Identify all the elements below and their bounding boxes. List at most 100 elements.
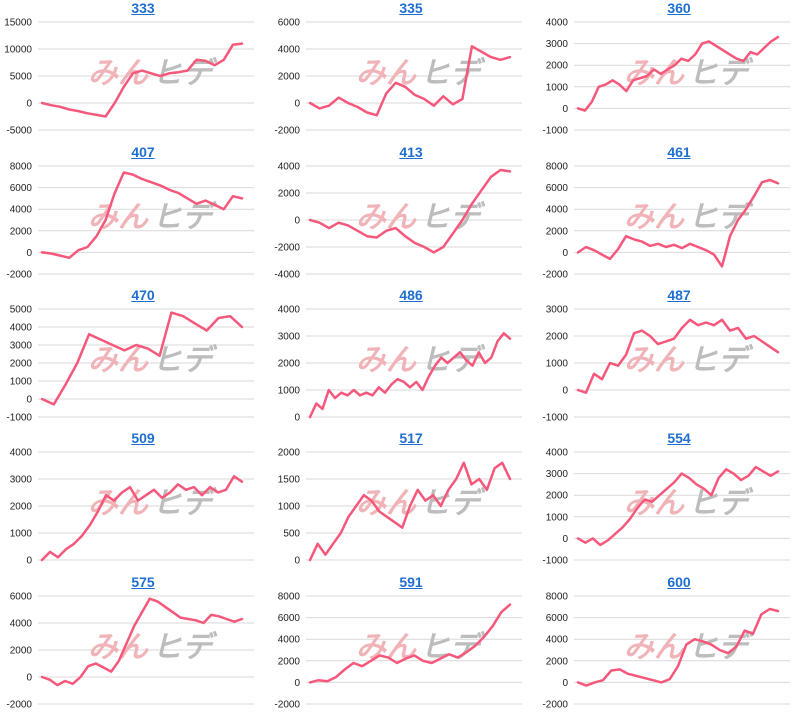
watermark-left: みん: [88, 57, 149, 90]
chart-svg: -2000 0 2000 4000 6000 みん ヒデ: [6, 592, 254, 711]
chart-title-link[interactable]: 413: [399, 144, 423, 160]
y-tick-label: -2000: [6, 700, 32, 711]
y-tick-label: 1000: [10, 377, 33, 388]
chart-panel-517: 0 500 1000 1500 2000 みん ヒデ 517: [268, 430, 530, 572]
y-tick-label: 4000: [546, 18, 569, 29]
y-tick-label: 0: [562, 534, 568, 545]
y-tick-label: 6000: [10, 183, 33, 194]
watermark-right: ヒデ: [688, 200, 754, 234]
chart-title-link[interactable]: 335: [399, 0, 423, 16]
y-tick-label: 2000: [10, 226, 33, 237]
y-tick-label: 4000: [546, 205, 569, 216]
y-tick-label: -4000: [274, 270, 300, 281]
y-tick-label: 0: [294, 556, 300, 567]
y-tick-label: 2000: [546, 491, 569, 502]
series-line: [308, 332, 512, 419]
y-tick-label: 4000: [10, 448, 33, 459]
series-line: [40, 311, 244, 406]
chart-svg: -1000 0 1000 2000 3000 みん ヒデ: [542, 305, 790, 424]
chart-title-link[interactable]: 407: [131, 144, 155, 160]
chart-panel-470: -1000 0 1000 2000 3000 4000 5000 みん ヒデ 470: [0, 287, 262, 429]
chart-svg: -1000 0 1000 2000 3000 4000 5000 みん ヒデ: [6, 305, 254, 424]
series-line: [308, 168, 512, 254]
chart-title-link[interactable]: 509: [131, 430, 155, 446]
chart-panel-461: -2000 0 2000 4000 6000 8000 みん ヒデ 461: [536, 144, 798, 286]
y-tick-label: -1000: [542, 413, 568, 424]
chart-title-link[interactable]: 360: [667, 0, 691, 16]
y-tick-label: 2000: [546, 226, 569, 237]
y-tick-label: 0: [26, 248, 32, 259]
chart-title-link[interactable]: 591: [399, 574, 423, 590]
y-tick-label: 2000: [10, 359, 33, 370]
y-tick-label: 0: [26, 556, 32, 567]
y-tick-label: 500: [283, 529, 300, 540]
chart-title-link[interactable]: 333: [131, 0, 155, 16]
y-tick-label: 8000: [546, 162, 569, 173]
y-tick-label: 3000: [10, 475, 33, 486]
y-tick-label: 6000: [278, 18, 301, 29]
y-tick-label: -2000: [542, 700, 568, 711]
chart-panel-360: -1000 0 1000 2000 3000 4000 みん ヒデ 360: [536, 0, 798, 142]
chart-panel-575: -2000 0 2000 4000 6000 みん ヒデ 575: [0, 574, 262, 716]
y-tick-label: 3000: [278, 332, 301, 343]
watermark-right: ヒデ: [420, 630, 486, 664]
y-tick-label: 3000: [10, 341, 33, 352]
y-tick-label: 0: [26, 99, 32, 110]
y-tick-label: -1000: [6, 413, 32, 424]
y-tick-label: 1000: [546, 359, 569, 370]
y-tick-label: 10000: [4, 45, 32, 56]
chart-title-link[interactable]: 486: [399, 287, 423, 303]
chart-title-link[interactable]: 461: [667, 144, 691, 160]
watermark-left: みん: [88, 344, 149, 377]
watermark-right: ヒデ: [152, 630, 218, 664]
chart-title-link[interactable]: 487: [667, 287, 691, 303]
chart-title-link[interactable]: 470: [131, 287, 155, 303]
y-tick-label: 6000: [546, 183, 569, 194]
chart-panel-333: -5000 0 5000 10000 15000 みん ヒデ 333: [0, 0, 262, 142]
chart-title-link[interactable]: 575: [131, 574, 155, 590]
chart-svg: -2000 0 2000 4000 6000 みん ヒデ: [274, 18, 522, 137]
y-tick-label: 0: [26, 395, 32, 406]
y-tick-label: 2000: [278, 656, 301, 667]
series-line: [40, 597, 244, 687]
series-line: [40, 475, 244, 562]
y-tick-label: 2000: [546, 332, 569, 343]
watermark-left: みん: [88, 631, 149, 664]
watermark-right: ヒデ: [152, 343, 218, 377]
y-tick-label: 2000: [278, 189, 301, 200]
y-tick-label: -2000: [274, 700, 300, 711]
chart-title-link[interactable]: 600: [667, 574, 691, 590]
y-tick-label: -2000: [274, 243, 300, 254]
y-tick-label: 1500: [278, 475, 301, 486]
y-tick-label: 4000: [278, 635, 301, 646]
series-line: [576, 465, 780, 547]
watermark-right: ヒデ: [420, 200, 486, 234]
series-line: [576, 607, 780, 687]
y-tick-label: 6000: [10, 592, 33, 603]
y-tick-label: 4000: [10, 619, 33, 630]
watermark-left: みん: [624, 631, 685, 664]
series-line: [576, 318, 780, 394]
y-tick-label: 1000: [278, 502, 301, 513]
series-line: [576, 178, 780, 268]
y-tick-label: 4000: [278, 162, 301, 173]
chart-title-link[interactable]: 554: [667, 430, 691, 446]
chart-title-link[interactable]: 517: [399, 430, 423, 446]
series-line: [308, 461, 512, 562]
y-tick-label: 6000: [546, 613, 569, 624]
y-tick-label: 0: [294, 99, 300, 110]
watermark-left: みん: [356, 344, 417, 377]
y-tick-label: 4000: [546, 635, 569, 646]
y-tick-label: 2000: [546, 656, 569, 667]
y-tick-label: 4000: [10, 323, 33, 334]
y-tick-label: 1000: [546, 512, 569, 523]
y-tick-label: 0: [562, 386, 568, 397]
